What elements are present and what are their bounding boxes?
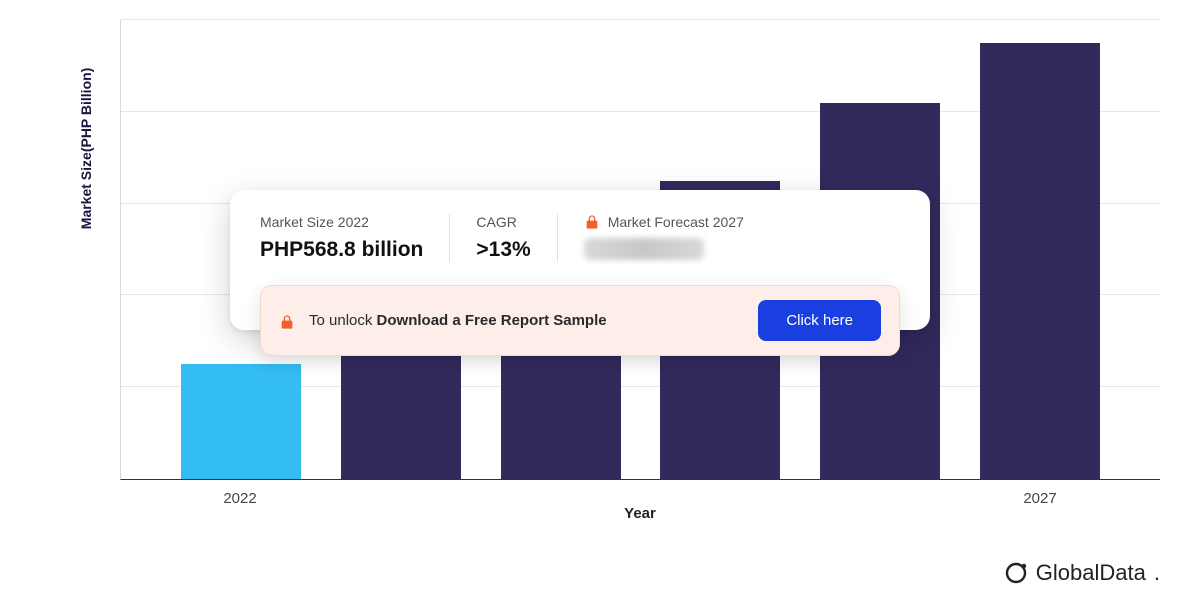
stats-card: Market Size 2022 PHP568.8 billion CAGR >… — [230, 190, 930, 330]
cta-button[interactable]: Click here — [758, 300, 881, 341]
bar — [980, 43, 1100, 479]
stat-label-text: Market Forecast 2027 — [608, 214, 744, 230]
cta-text: To unlock Download a Free Report Sample — [309, 312, 744, 329]
lock-icon — [279, 313, 295, 329]
stat-value: >13% — [476, 238, 530, 262]
bar — [181, 364, 301, 479]
y-axis-label: Market Size(PHP Billion) — [78, 68, 94, 230]
cta-bold: Download a Free Report Sample — [377, 312, 607, 329]
stat-market-size: Market Size 2022 PHP568.8 billion — [260, 214, 449, 262]
cta-prefix: To unlock — [309, 312, 377, 329]
brand-suffix: . — [1154, 560, 1160, 586]
x-tick-label: 2022 — [223, 490, 256, 507]
x-axis-title: Year — [624, 505, 656, 522]
brand-name: GlobalData — [1036, 560, 1146, 586]
stat-forecast: Market Forecast 2027 — [558, 214, 770, 262]
stat-label: Market Size 2022 — [260, 214, 423, 230]
stat-cagr: CAGR >13% — [450, 214, 556, 262]
stat-label: Market Forecast 2027 — [584, 214, 744, 230]
x-axis: 2022 2027 Year — [120, 490, 1160, 530]
stat-value: PHP568.8 billion — [260, 238, 423, 262]
stat-label: CAGR — [476, 214, 530, 230]
brand-logo: GlobalData. — [1004, 560, 1160, 586]
cta-banner: To unlock Download a Free Report Sample … — [260, 285, 900, 356]
stats-row: Market Size 2022 PHP568.8 billion CAGR >… — [260, 214, 900, 262]
locked-value-placeholder — [584, 238, 704, 260]
brand-mark-icon — [1004, 561, 1028, 585]
x-tick-label: 2027 — [1023, 490, 1056, 507]
lock-icon — [584, 214, 600, 230]
